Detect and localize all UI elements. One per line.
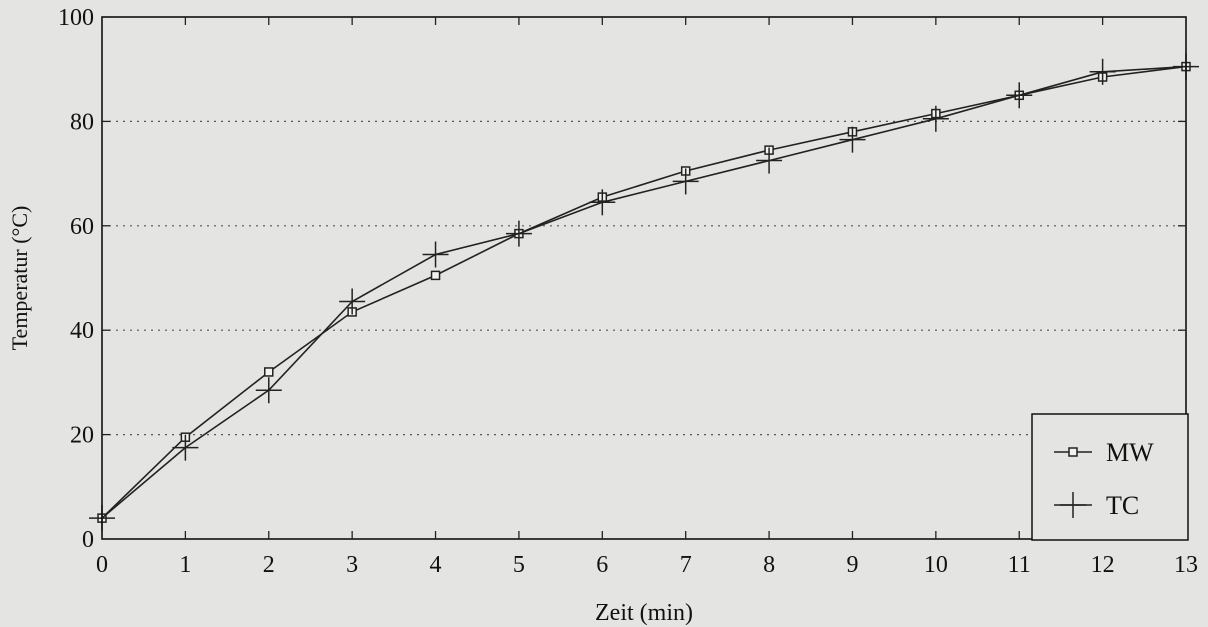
point-tc: [672, 168, 699, 195]
y-tick-label: 20: [70, 423, 94, 449]
point-tc: [589, 189, 616, 216]
legend-entry-tc: TC: [1054, 491, 1139, 520]
legend-label: TC: [1106, 491, 1139, 520]
point-tc: [172, 434, 199, 461]
point-tc: [839, 126, 866, 153]
series-tc: [89, 53, 1199, 532]
legend-label: MW: [1106, 438, 1154, 467]
x-tick-label: 5: [513, 552, 525, 578]
x-tick-label: 10: [924, 552, 948, 578]
point-tc: [1089, 58, 1116, 85]
y-tick-label: 80: [70, 109, 94, 135]
point-tc: [339, 288, 366, 315]
series-mw: [97, 61, 1191, 523]
x-tick-label: 12: [1091, 552, 1115, 578]
x-tick-label: 6: [596, 552, 608, 578]
x-tick-label: 1: [179, 552, 191, 578]
point-mw: [430, 270, 441, 281]
y-tick-label: 40: [70, 318, 94, 344]
point-tc: [505, 220, 532, 247]
legend-marker: [1060, 492, 1086, 518]
point-tc: [255, 377, 282, 404]
point-tc: [422, 241, 449, 268]
grid-lines: [102, 120, 1186, 436]
x-tick-label: 0: [96, 552, 108, 578]
y-tick-label: 100: [58, 5, 94, 31]
x-tick-label: 11: [1008, 552, 1031, 578]
x-tick-label: 13: [1174, 552, 1198, 578]
legend-entry-mw: MW: [1054, 438, 1154, 467]
x-tick-label: 2: [263, 552, 275, 578]
y-axis-label: Temperatur (°C): [7, 206, 32, 351]
legend: MW TC: [1031, 413, 1189, 541]
point-mw: [264, 367, 274, 377]
x-tick-label: 3: [346, 552, 358, 578]
point-tc: [756, 147, 783, 174]
series-line-mw: [101, 65, 1187, 519]
point-tc: [922, 105, 949, 132]
point-tc: [1006, 82, 1033, 109]
x-axis-label: Zeit (min): [595, 600, 693, 626]
series-line-tc: [101, 65, 1187, 519]
x-tick-label: 7: [680, 552, 692, 578]
x-tick-label: 4: [430, 552, 442, 578]
plot-frame: [101, 16, 1187, 540]
x-tick-label: 8: [763, 552, 775, 578]
legend-box: [1031, 413, 1189, 541]
series-layer: [89, 53, 1199, 532]
legend-marker: [1068, 447, 1078, 457]
y-tick-label: 60: [70, 214, 94, 240]
y-tick-label: 0: [82, 527, 94, 553]
x-tick-label: 9: [846, 552, 858, 578]
